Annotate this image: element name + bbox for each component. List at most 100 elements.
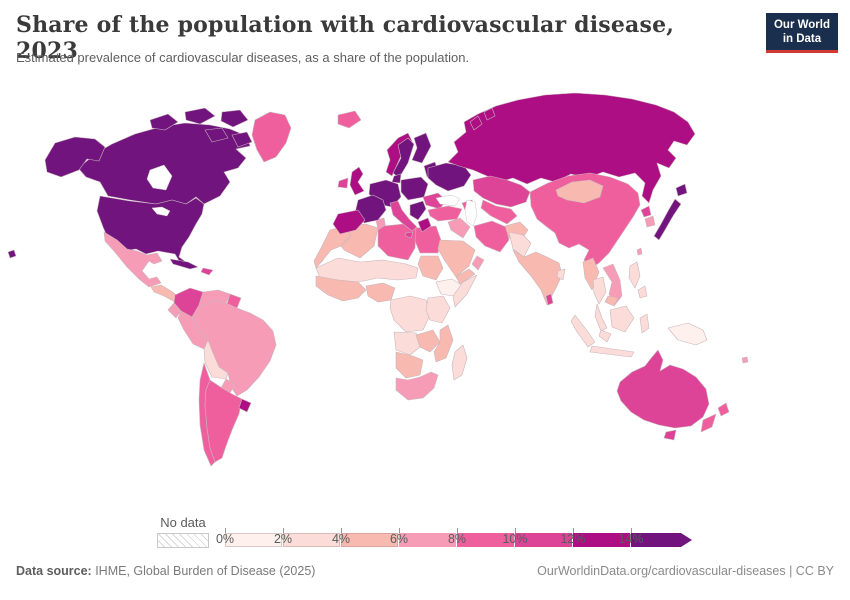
legend-bin-6%[interactable] [399,533,457,547]
region-central-asia[interactable] [480,199,518,225]
region-denmark[interactable] [391,173,402,184]
region-balkans[interactable] [409,200,427,221]
region-borneo[interactable] [609,305,635,333]
region-java[interactable] [589,345,635,358]
region-russia[interactable] [447,92,696,204]
region-uruguay[interactable] [238,398,252,413]
legend-tick-label: 4% [331,532,351,546]
legend-tick-label: 14% [618,532,644,546]
region-cambodia[interactable] [604,295,619,307]
region-yemen[interactable] [455,268,476,285]
region-china[interactable] [529,172,641,269]
region-namibia-botswana[interactable] [395,351,424,379]
region-fiji[interactable] [741,356,749,364]
region-mongolia[interactable] [555,179,604,204]
region-pakistan[interactable] [508,231,532,258]
region-japan[interactable] [653,198,682,241]
region-taiwan[interactable] [636,247,643,256]
legend-tick-label: 0% [215,532,235,546]
region-hawaii[interactable] [7,249,17,259]
owid-logo-line2: in Data [782,33,822,45]
region-south-africa[interactable] [395,371,439,401]
region-philippines-south[interactable] [637,285,648,299]
region-cuba[interactable] [169,258,199,270]
region-syria-iraq[interactable] [447,217,471,239]
region-australia[interactable] [616,349,710,429]
region-central-africa[interactable] [389,295,431,333]
region-kenya-tanzania[interactable] [425,295,451,324]
region-algeria[interactable] [340,223,379,259]
region-kazakhstan[interactable] [472,175,531,208]
region-tasmania[interactable] [663,429,677,441]
legend-bin-10%[interactable] [515,533,573,547]
region-hispaniola[interactable] [200,267,214,276]
region-uk[interactable] [349,166,365,196]
legend-tick-label: 6% [389,532,409,546]
legend-bin-12%[interactable] [573,533,631,547]
legend-bin-4%[interactable] [341,533,399,547]
data-source: Data source: IHME, Global Burden of Dise… [16,564,315,578]
region-nigeria[interactable] [365,282,396,303]
region-hokkaido[interactable] [675,183,688,197]
legend-bin-8%[interactable] [457,533,515,547]
region-arctic5[interactable] [231,131,253,148]
region-egypt[interactable] [414,225,442,254]
region-sulawesi[interactable] [639,313,650,334]
region-novaya-zemlya2[interactable] [483,107,496,121]
region-italy[interactable] [389,200,418,232]
region-finland[interactable] [411,132,432,164]
region-mozambique[interactable] [433,324,454,363]
legend-tick [341,528,342,533]
region-vietnam-laos[interactable] [602,263,623,307]
region-brazil[interactable] [191,299,277,397]
region-iran[interactable] [473,220,510,253]
legend-bin-0%[interactable] [225,533,283,547]
region-novaya-zemlya1[interactable] [469,115,483,131]
region-sweden[interactable] [392,137,415,179]
region-argentina[interactable] [204,379,243,463]
great-lakes-water [151,206,171,217]
region-iberia[interactable] [332,209,366,235]
region-mexico[interactable] [103,231,163,288]
region-ukraine-belarus[interactable] [427,162,472,192]
region-south-korea[interactable] [644,215,656,228]
region-saudi-arabia[interactable] [437,239,476,278]
legend-bin-2%[interactable] [283,533,341,547]
region-malaysia[interactable] [598,329,612,343]
region-arctic2[interactable] [184,107,216,125]
region-ecuador[interactable] [167,302,182,319]
region-sri-lanka[interactable] [545,293,554,306]
region-philippines-north[interactable] [628,261,641,289]
region-madagascar[interactable] [451,344,468,381]
hudson-bay-water [146,164,173,191]
region-bangladesh[interactable] [556,268,566,281]
region-sicily[interactable] [404,231,414,239]
region-arctic1[interactable] [149,113,179,131]
citation-license[interactable]: OurWorldinData.org/cardiovascular-diseas… [537,564,834,578]
region-india[interactable] [512,249,563,306]
region-north-korea[interactable] [640,205,652,218]
region-arctic4[interactable] [204,127,229,143]
region-thai-peninsula[interactable] [594,303,608,332]
region-west-africa[interactable] [315,275,367,302]
region-new-guinea[interactable] [667,322,708,346]
region-sahel[interactable] [315,257,419,283]
region-zambia-zimbabwe[interactable] [415,329,441,353]
region-new-zealand-south[interactable] [700,413,717,433]
region-iceland[interactable] [337,110,362,129]
region-thailand[interactable] [592,276,607,305]
region-alaska[interactable] [44,136,106,178]
legend-bin-14%[interactable] [631,533,692,547]
owid-logo[interactable]: Our World in Data [765,13,838,53]
region-angola[interactable] [393,331,421,356]
region-ireland[interactable] [337,177,349,189]
region-sumatra[interactable] [570,314,596,348]
region-arctic3[interactable] [220,109,249,128]
legend-no-data-swatch[interactable] [157,533,209,548]
region-sudan[interactable] [417,255,444,281]
region-greenland[interactable] [251,111,292,163]
region-oman[interactable] [471,255,485,271]
region-somalia[interactable] [452,274,478,308]
region-greece[interactable] [417,217,432,233]
region-new-zealand-north[interactable] [717,402,730,417]
